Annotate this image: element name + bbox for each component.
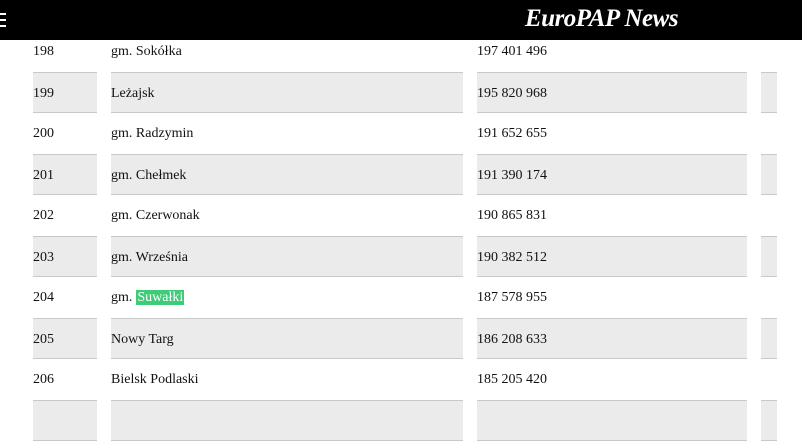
table-row: 199 Leżajsk 195 820 968 bbox=[0, 72, 802, 113]
table-row: 204 gm. Suwałki 187 578 955 bbox=[0, 277, 802, 318]
name-cell: gm. Czerwonak bbox=[111, 195, 463, 236]
rank-cell: 198 bbox=[33, 44, 54, 59]
name-cell: gm. Sokółka bbox=[111, 31, 463, 72]
rank-cell: 202 bbox=[33, 208, 54, 223]
rank-cell: 201 bbox=[33, 154, 97, 195]
extra-cell bbox=[761, 277, 777, 318]
menu-button[interactable] bbox=[0, 13, 6, 31]
name-text: gm. Września bbox=[111, 250, 188, 265]
extra-cell bbox=[761, 195, 777, 236]
table-row: 205 Nowy Targ 186 208 633 bbox=[0, 318, 802, 359]
name-text: Leżajsk bbox=[111, 86, 155, 101]
amount-cell: 190 865 831 bbox=[477, 208, 547, 223]
name-text: gm. Sokółka bbox=[111, 44, 182, 59]
name-cell: Nowy Targ bbox=[111, 318, 463, 359]
name-cell: Leżajsk bbox=[111, 72, 463, 113]
name-cell bbox=[111, 400, 463, 441]
table-row: 201 gm. Chełmek 191 390 174 bbox=[0, 154, 802, 195]
extra-cell bbox=[761, 113, 777, 154]
rank-cell: 205 bbox=[33, 318, 97, 359]
site-title[interactable]: EuroPAP News bbox=[525, 5, 679, 32]
table-row bbox=[0, 400, 802, 441]
table-row: 202 gm. Czerwonak 190 865 831 bbox=[0, 195, 802, 236]
amount-cell bbox=[477, 400, 747, 441]
extra-cell bbox=[761, 154, 777, 195]
amount-cell: 191 390 174 bbox=[477, 154, 747, 195]
amount-cell: 190 382 512 bbox=[477, 236, 747, 277]
extra-cell bbox=[761, 359, 777, 400]
extra-cell bbox=[761, 72, 777, 113]
name-text: gm. Radzymin bbox=[111, 126, 194, 141]
rank-cell: 200 bbox=[33, 126, 54, 141]
name-cell: gm. Radzymin bbox=[111, 113, 463, 154]
amount-cell: 195 820 968 bbox=[477, 72, 747, 113]
header: EuroPAP News bbox=[0, 0, 802, 40]
amount-cell: 191 652 655 bbox=[477, 126, 547, 141]
rank-cell: 206 bbox=[33, 372, 54, 387]
name-cell: gm. Chełmek bbox=[111, 154, 463, 195]
name-cell: gm. Suwałki bbox=[111, 277, 463, 318]
rank-cell: 199 bbox=[33, 72, 97, 113]
amount-cell: 185 205 420 bbox=[477, 372, 547, 387]
table-row: 200 gm. Radzymin 191 652 655 bbox=[0, 113, 802, 154]
name-cell: Bielsk Podlaski bbox=[111, 359, 463, 400]
name-text: gm. Chełmek bbox=[111, 168, 187, 183]
extra-cell bbox=[761, 400, 777, 441]
name-cell: gm. Września bbox=[111, 236, 463, 277]
table-row: 203 gm. Września 190 382 512 bbox=[0, 236, 802, 277]
name-text: gm. bbox=[111, 290, 133, 305]
rank-cell: 204 bbox=[33, 290, 54, 305]
rank-cell bbox=[33, 400, 97, 441]
amount-cell: 186 208 633 bbox=[477, 318, 747, 359]
name-text: gm. Czerwonak bbox=[111, 208, 200, 223]
table: 198 gm. Sokółka 197 401 496 199 Leżajsk 195 8… bbox=[0, 31, 802, 441]
table-row: 206 Bielsk Podlaski 185 205 420 bbox=[0, 359, 802, 400]
amount-cell: 187 578 955 bbox=[477, 290, 547, 305]
name-text: Bielsk Podlaski bbox=[111, 372, 199, 387]
extra-cell bbox=[761, 318, 777, 359]
extra-cell bbox=[761, 236, 777, 277]
amount-cell: 197 401 496 bbox=[477, 44, 547, 59]
highlighted-text: Suwałki bbox=[136, 290, 185, 305]
table-row: 198 gm. Sokółka 197 401 496 bbox=[0, 31, 802, 72]
name-text: Nowy Targ bbox=[111, 332, 174, 347]
rank-cell: 203 bbox=[33, 236, 97, 277]
